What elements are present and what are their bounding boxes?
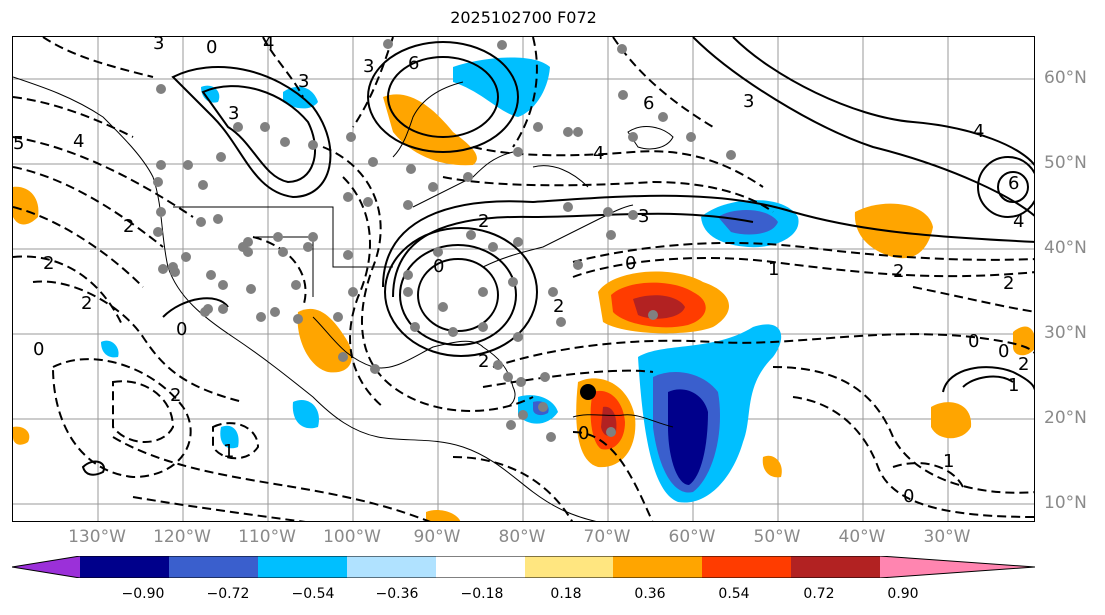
colorbar-swatch-extend-high: [880, 556, 1035, 578]
svg-text:0: 0: [625, 253, 636, 274]
svg-text:0: 0: [33, 339, 44, 360]
svg-text:2: 2: [478, 211, 489, 232]
lat-label-40n: 40°N: [1044, 238, 1087, 258]
svg-text:2: 2: [478, 351, 489, 372]
colorbar-tick-9: 0.72: [803, 586, 835, 602]
svg-text:2: 2: [1003, 273, 1014, 294]
svg-text:2: 2: [553, 296, 564, 317]
svg-text:0: 0: [998, 341, 1009, 362]
svg-text:1: 1: [943, 451, 954, 472]
colorbar-tick-3: −0.54: [291, 586, 335, 602]
figure-title: 2025102700 F072: [450, 8, 597, 27]
storm-marker[interactable]: [580, 384, 596, 400]
svg-text:2: 2: [1018, 354, 1029, 375]
colorbar-swatch-1: [80, 556, 169, 578]
colorbar-tick-6: 0.18: [550, 586, 582, 602]
colorbar-swatch-2: [169, 556, 258, 578]
svg-text:3: 3: [298, 71, 309, 92]
colorbar-swatch-5: [436, 556, 525, 578]
lon-label-30w: 30°W: [923, 527, 971, 547]
svg-text:4: 4: [973, 121, 984, 142]
svg-text:6: 6: [408, 53, 419, 74]
svg-text:3: 3: [743, 91, 754, 112]
lon-label-50w: 50°W: [753, 527, 801, 547]
lat-label-10n: 10°N: [1044, 493, 1087, 513]
svg-text:1: 1: [1008, 375, 1019, 396]
svg-text:1: 1: [768, 259, 779, 280]
colorbar-tick-4: −0.36: [375, 586, 419, 602]
station-markers: [153, 39, 736, 442]
svg-text:2: 2: [43, 253, 54, 274]
colorbar-tick-5: −0.18: [460, 586, 504, 602]
svg-text:0: 0: [206, 37, 217, 58]
lon-label-80w: 80°W: [498, 527, 546, 547]
svg-text:3: 3: [228, 103, 239, 124]
svg-text:2: 2: [170, 385, 181, 406]
svg-text:2: 2: [81, 293, 92, 314]
colorbar-tick-7: 0.36: [634, 586, 666, 602]
svg-text:4: 4: [263, 37, 274, 54]
lon-label-100w: 100°W: [323, 527, 381, 547]
svg-text:0: 0: [903, 486, 914, 507]
lat-label-60n: 60°N: [1044, 68, 1087, 88]
lon-label-120w: 120°W: [153, 527, 211, 547]
svg-text:0: 0: [433, 256, 444, 277]
colorbar-tick-8: 0.54: [718, 586, 750, 602]
svg-text:6: 6: [643, 93, 654, 114]
lon-label-110w: 110°W: [238, 527, 296, 547]
lon-label-70w: 70°W: [583, 527, 631, 547]
svg-text:0: 0: [968, 331, 979, 352]
svg-text:6: 6: [1008, 173, 1019, 194]
map-svg: 304 333 645 222 002 146 30 1 224 640 021 …: [13, 37, 1034, 521]
svg-text:1: 1: [223, 441, 234, 462]
contour-lines: [81, 37, 1034, 476]
colorbar-swatch-extend-low: [12, 556, 80, 578]
contour-lines-negative: [13, 37, 1034, 521]
lon-label-130w: 130°W: [68, 527, 126, 547]
svg-text:5: 5: [13, 133, 24, 154]
svg-text:4: 4: [1013, 211, 1024, 232]
svg-text:4: 4: [73, 131, 84, 152]
gridlines: [13, 37, 1034, 521]
lat-label-30n: 30°N: [1044, 323, 1087, 343]
colorbar-swatch-6: [525, 556, 613, 578]
colorbar-swatch-4: [347, 556, 436, 578]
svg-text:2: 2: [893, 261, 904, 282]
svg-text:4: 4: [593, 143, 604, 164]
colorbar: [12, 556, 1035, 578]
colorbar-tick-10: 0.90: [887, 586, 919, 602]
colorbar-swatch-7: [613, 556, 702, 578]
svg-text:3: 3: [153, 37, 164, 54]
svg-text:2: 2: [123, 216, 134, 237]
svg-text:3: 3: [638, 206, 649, 227]
lon-label-60w: 60°W: [668, 527, 716, 547]
colorbar-tick-1: −0.90: [121, 586, 165, 602]
colorbar-swatch-8: [702, 556, 791, 578]
lon-label-90w: 90°W: [413, 527, 461, 547]
colorbar-tick-2: −0.72: [206, 586, 250, 602]
lat-label-20n: 20°N: [1044, 408, 1087, 428]
lon-label-40w: 40°W: [838, 527, 886, 547]
svg-text:0: 0: [578, 423, 589, 444]
svg-text:0: 0: [176, 319, 187, 340]
colorbar-swatch-3: [258, 556, 347, 578]
colorbar-swatch-9: [791, 556, 880, 578]
svg-text:3: 3: [363, 56, 374, 77]
lat-label-50n: 50°N: [1044, 153, 1087, 173]
coastlines: [13, 76, 674, 521]
